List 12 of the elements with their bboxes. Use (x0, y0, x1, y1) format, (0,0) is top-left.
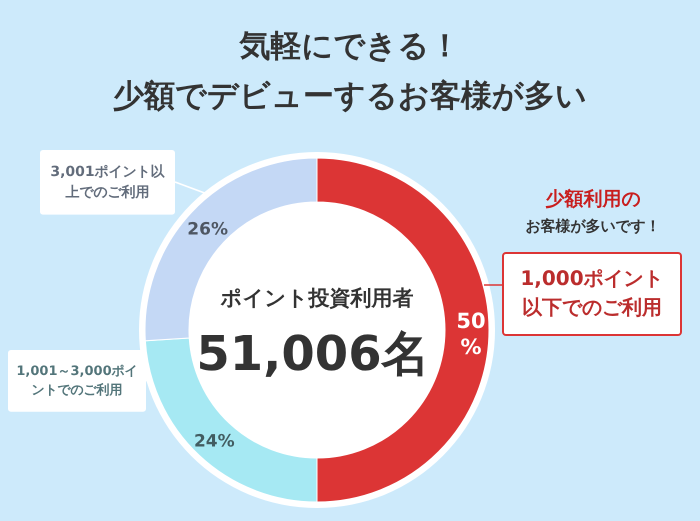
chart-title: 気軽にできる！ (238, 28, 460, 64)
text: 少額利用の (546, 188, 640, 210)
text: お客様が多いです！ (526, 217, 660, 235)
data-label: 24% (194, 431, 235, 452)
text: 51,006名 (196, 326, 430, 382)
chart-subtitle: 少額でデビューするお客様が多い (113, 78, 587, 114)
data-label: 26% (187, 219, 228, 240)
data-label: 50% (456, 309, 486, 359)
slice-label: 3,001ポイント以上でのご利用 (50, 164, 166, 200)
slice-label: 1,001～3,000ポイントでのご利用 (16, 364, 138, 398)
slice-label: 1,000ポイント以下でのご利用 (520, 266, 664, 319)
text: ポイント投資利用者 (220, 286, 414, 310)
